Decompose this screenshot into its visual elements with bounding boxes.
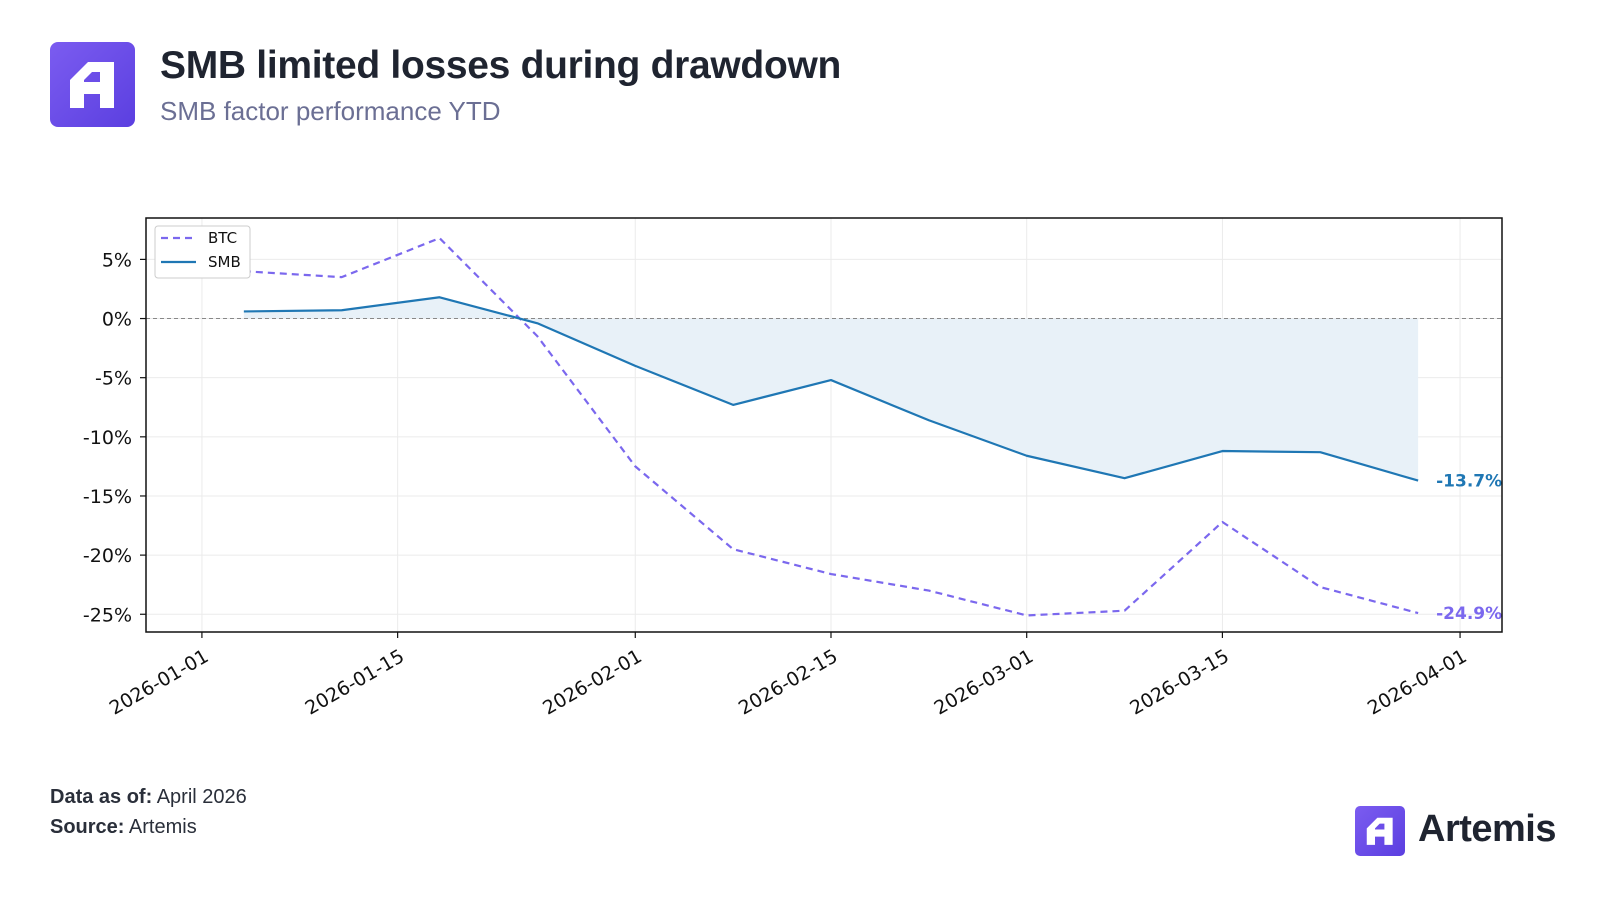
y-tick-label: -10% xyxy=(83,427,132,449)
data-as-of-line: Data as of: April 2026 xyxy=(50,786,247,809)
y-tick-label: -5% xyxy=(95,368,132,390)
source-line: Source: Artemis xyxy=(50,816,197,839)
x-tick-label: 2026-03-01 xyxy=(931,645,1038,719)
x-tick-label: 2026-01-15 xyxy=(302,645,409,719)
y-tick-label: -15% xyxy=(83,486,132,508)
y-tick-label: 0% xyxy=(102,309,132,331)
end-label-smb: -13.7% xyxy=(1436,472,1502,492)
source-value: Artemis xyxy=(129,816,197,838)
x-tick-label: 2026-04-01 xyxy=(1364,645,1471,719)
footer-logo xyxy=(1355,806,1405,856)
x-tick-label: 2026-02-01 xyxy=(539,645,646,719)
data-as-of-value: April 2026 xyxy=(157,786,247,808)
legend-label-smb: SMB xyxy=(208,253,241,271)
source-label: Source: xyxy=(50,816,124,838)
artemis-brand-icon xyxy=(1355,806,1405,856)
y-tick-label: -25% xyxy=(83,604,132,626)
y-tick-label: 5% xyxy=(102,249,132,271)
x-tick-label: 2026-02-15 xyxy=(735,645,842,719)
x-tick-label: 2026-01-01 xyxy=(106,645,213,719)
legend: BTC SMB xyxy=(155,226,250,278)
data-as-of-label: Data as of: xyxy=(50,786,152,808)
brand-name: Artemis xyxy=(1418,808,1556,851)
x-tick-label: 2026-03-15 xyxy=(1126,645,1233,719)
y-tick-label: -20% xyxy=(83,545,132,567)
legend-label-btc: BTC xyxy=(208,229,237,247)
end-label-btc: -24.9% xyxy=(1436,604,1502,624)
